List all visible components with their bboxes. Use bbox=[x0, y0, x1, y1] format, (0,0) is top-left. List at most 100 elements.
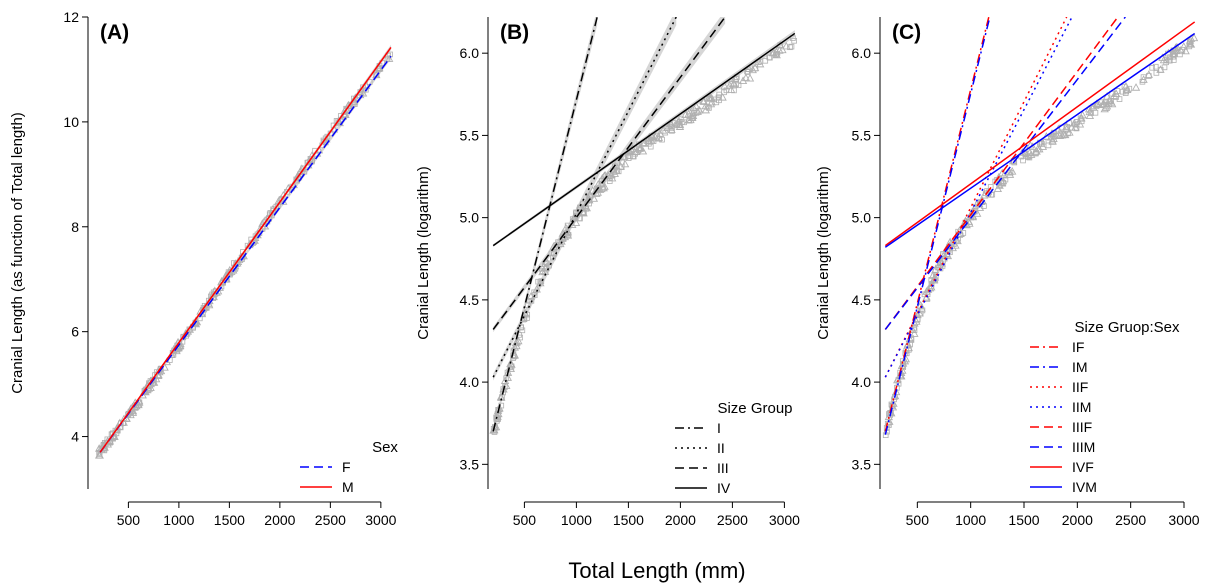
data-points bbox=[94, 51, 394, 459]
x-tick-label: 3000 bbox=[1168, 512, 1199, 528]
legend-entry: IIIF bbox=[1072, 419, 1092, 435]
x-tick-label: 500 bbox=[117, 512, 141, 528]
data-point bbox=[893, 375, 902, 384]
data-point bbox=[494, 412, 501, 419]
data-point bbox=[274, 202, 281, 209]
panel-label: (A) bbox=[100, 21, 129, 44]
x-tick-label: 2500 bbox=[1115, 512, 1146, 528]
data-point bbox=[968, 211, 978, 220]
data-point bbox=[1027, 150, 1036, 158]
data-point bbox=[1022, 151, 1031, 159]
series-line-m bbox=[99, 46, 392, 453]
data-point bbox=[654, 133, 664, 141]
data-point bbox=[1067, 123, 1076, 131]
data-point bbox=[506, 359, 515, 368]
data-point bbox=[745, 73, 755, 82]
data-point bbox=[998, 168, 1007, 177]
data-point bbox=[1062, 122, 1071, 130]
data-point bbox=[897, 361, 907, 369]
data-point bbox=[95, 450, 104, 459]
series-line-iii bbox=[492, 17, 726, 330]
x-tick-label: 1000 bbox=[163, 512, 194, 528]
y-tick-label: 4.5 bbox=[460, 292, 480, 308]
data-point bbox=[358, 88, 368, 97]
data-point bbox=[581, 210, 587, 216]
data-point bbox=[688, 113, 697, 121]
data-point bbox=[955, 226, 964, 234]
legend: Sex FM bbox=[300, 439, 398, 495]
data-point bbox=[993, 184, 1003, 193]
data-point bbox=[1170, 57, 1177, 63]
x-tick-label: 2500 bbox=[717, 512, 748, 528]
data-point bbox=[576, 206, 583, 213]
legend-entry: IV bbox=[717, 480, 731, 496]
data-point bbox=[618, 164, 625, 171]
data-point bbox=[345, 101, 354, 110]
data-point bbox=[691, 101, 701, 110]
y-tick-label: 5.5 bbox=[852, 127, 872, 143]
data-point bbox=[528, 298, 535, 304]
data-point bbox=[721, 89, 727, 96]
data-point bbox=[1149, 64, 1156, 71]
data-point bbox=[701, 101, 710, 110]
data-point bbox=[788, 43, 795, 50]
data-point bbox=[782, 41, 791, 50]
data-point bbox=[1181, 46, 1190, 55]
data-point bbox=[640, 139, 649, 147]
legend-entry: IVM bbox=[1072, 479, 1097, 495]
data-point bbox=[646, 135, 656, 144]
data-point bbox=[686, 108, 692, 115]
data-point bbox=[1073, 121, 1080, 128]
legend-title: Size Gruop:Sex bbox=[1074, 319, 1180, 336]
data-point bbox=[134, 399, 143, 408]
data-point bbox=[606, 178, 613, 184]
panel-label: (B) bbox=[500, 21, 529, 44]
data-point bbox=[225, 268, 234, 276]
data-point bbox=[701, 105, 710, 114]
data-point bbox=[750, 63, 760, 72]
series-line-iim bbox=[884, 17, 1073, 378]
data-point bbox=[744, 68, 750, 75]
data-point bbox=[744, 64, 754, 72]
x-tick-label: 2000 bbox=[1062, 512, 1093, 528]
data-point bbox=[517, 334, 524, 341]
panel-1: 4 6 8 10 12 500 1000 1500 2000 2500 3000 Cranial Le… bbox=[9, 9, 398, 528]
data-point bbox=[538, 278, 545, 284]
data-point bbox=[569, 213, 579, 222]
data-point bbox=[490, 425, 499, 434]
data-point bbox=[1007, 169, 1014, 176]
data-point bbox=[1144, 70, 1153, 78]
data-point bbox=[1061, 130, 1070, 139]
data-point bbox=[1152, 63, 1159, 70]
x-tick-label: 1500 bbox=[1008, 512, 1039, 528]
data-point bbox=[508, 363, 515, 370]
data-point bbox=[767, 54, 773, 61]
data-point bbox=[635, 147, 642, 153]
series-line-ivm bbox=[884, 32, 1196, 248]
data-point bbox=[158, 365, 164, 372]
data-point bbox=[1076, 114, 1086, 122]
data-point bbox=[245, 240, 254, 249]
data-point bbox=[154, 370, 163, 379]
data-point bbox=[571, 218, 581, 227]
data-point bbox=[1167, 54, 1173, 60]
data-point bbox=[659, 136, 665, 143]
data-point bbox=[924, 285, 933, 293]
legend-entry: IVF bbox=[1072, 459, 1094, 475]
data-point bbox=[324, 133, 331, 140]
y-axis-label: Cranial Length (as function of Total len… bbox=[9, 112, 26, 394]
data-point bbox=[1032, 150, 1039, 157]
x-axis-title: Total Length (mm) bbox=[568, 558, 745, 583]
data-point bbox=[914, 316, 921, 323]
y-tick-label: 10 bbox=[63, 114, 79, 130]
legend-entry: I bbox=[717, 420, 721, 436]
data-point bbox=[1057, 130, 1064, 137]
data-point bbox=[762, 57, 769, 64]
data-point bbox=[1189, 33, 1199, 42]
legend-entry: IIF bbox=[1072, 379, 1088, 395]
data-point bbox=[667, 125, 676, 134]
data-point bbox=[689, 103, 698, 112]
data-point bbox=[927, 282, 936, 291]
data-point bbox=[526, 292, 536, 300]
